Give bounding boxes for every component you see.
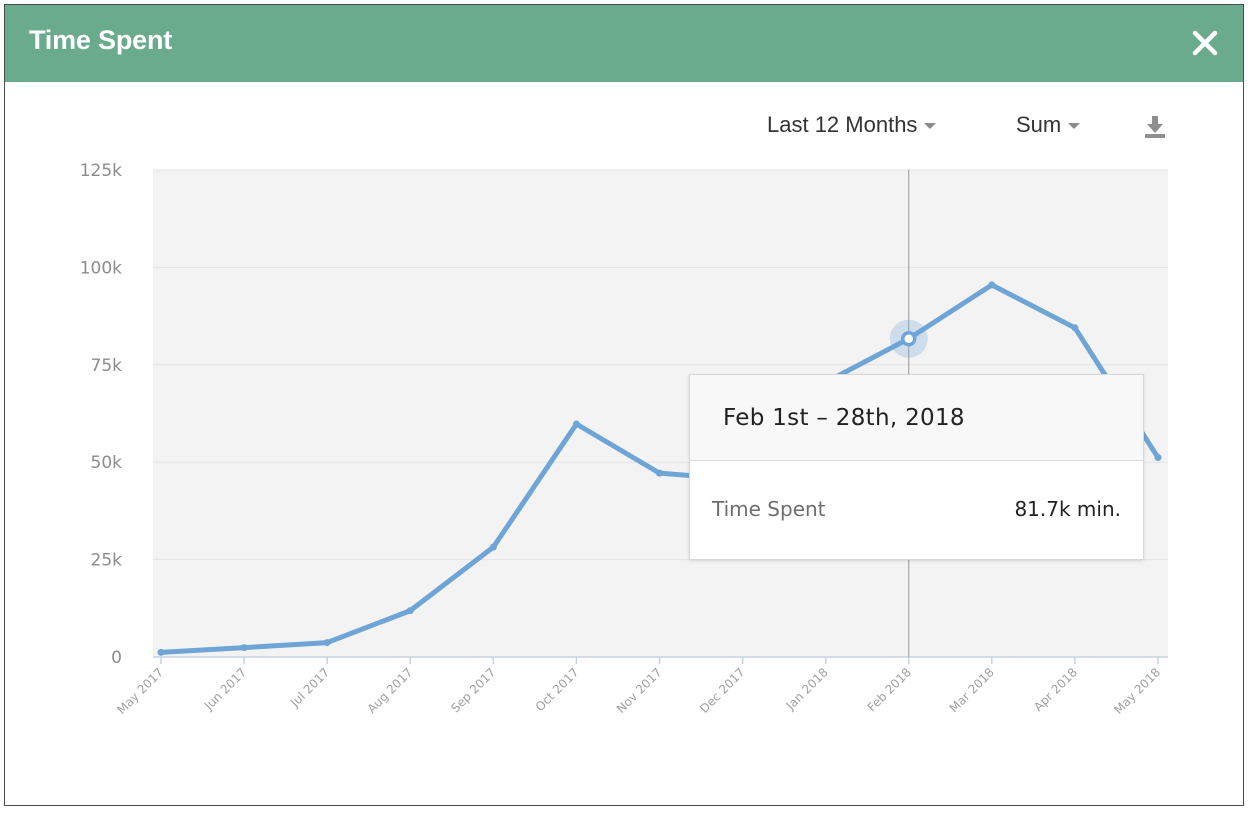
data-point[interactable]	[489, 543, 497, 551]
data-point-highlighted[interactable]	[901, 330, 917, 347]
data-point[interactable]	[240, 644, 248, 652]
data-points	[157, 281, 1162, 656]
date-range-label: Last 12 Months	[767, 112, 918, 137]
x-tick-label: Nov 2017	[614, 665, 665, 716]
chart-tooltip: Feb 1st – 28th, 2018 Time Spent 81.7k mi…	[689, 374, 1144, 560]
tooltip-date: Feb 1st – 28th, 2018	[723, 405, 965, 431]
x-tick-label: Feb 2018	[865, 665, 914, 714]
x-axis: May 2017 Jun 2017 Jul 2017 Aug 2017 Sep 2017…	[114, 656, 1168, 717]
data-point[interactable]	[988, 281, 996, 289]
y-tick-label: 50k	[91, 453, 123, 473]
tooltip-value: 81.7k min.	[1014, 497, 1121, 521]
data-point[interactable]	[406, 607, 414, 615]
x-tick-label: Jan 2018	[783, 665, 831, 713]
chevron-down-icon	[1068, 123, 1081, 129]
x-tick-label: Aug 2017	[365, 665, 416, 716]
data-point[interactable]	[572, 420, 580, 428]
x-tick-label: Sep 2017	[448, 665, 498, 715]
panel-title: Time Spent	[29, 25, 173, 55]
tooltip-header: Feb 1st – 28th, 2018	[690, 375, 1143, 461]
x-tick-label: Dec 2017	[697, 665, 748, 716]
data-point[interactable]	[1071, 324, 1079, 332]
download-icon[interactable]	[1140, 112, 1170, 142]
y-tick-label: 100k	[80, 258, 122, 278]
tooltip-series-label: Time Spent	[712, 497, 826, 521]
x-tick-label: May 2017	[114, 665, 166, 717]
y-tick-label: 0	[111, 648, 122, 668]
x-tick-label: Jun 2017	[201, 665, 249, 713]
panel-header: Time Spent	[5, 5, 1243, 82]
chevron-down-icon	[924, 123, 937, 129]
x-tick-label: Mar 2018	[947, 665, 997, 715]
data-point[interactable]	[157, 648, 165, 656]
y-tick-label: 25k	[91, 551, 123, 571]
aggregation-dropdown[interactable]: Sum	[1016, 112, 1081, 138]
x-tick-label: Apr 2018	[1031, 665, 1080, 714]
data-point[interactable]	[1154, 454, 1162, 462]
data-point[interactable]	[656, 469, 663, 477]
y-tick-label: 125k	[80, 161, 122, 181]
x-tick-label: Oct 2017	[533, 665, 582, 714]
x-tick-label: Jul 2017	[287, 665, 332, 710]
x-tick-label: May 2018	[1111, 665, 1163, 717]
y-tick-label: 75k	[91, 356, 123, 376]
aggregation-label: Sum	[1016, 112, 1062, 137]
y-axis: 0 25k 50k 75k 100k 125k	[80, 161, 122, 668]
close-icon[interactable]	[1191, 29, 1219, 57]
data-point[interactable]	[323, 639, 331, 647]
date-range-dropdown[interactable]: Last 12 Months	[767, 112, 937, 138]
